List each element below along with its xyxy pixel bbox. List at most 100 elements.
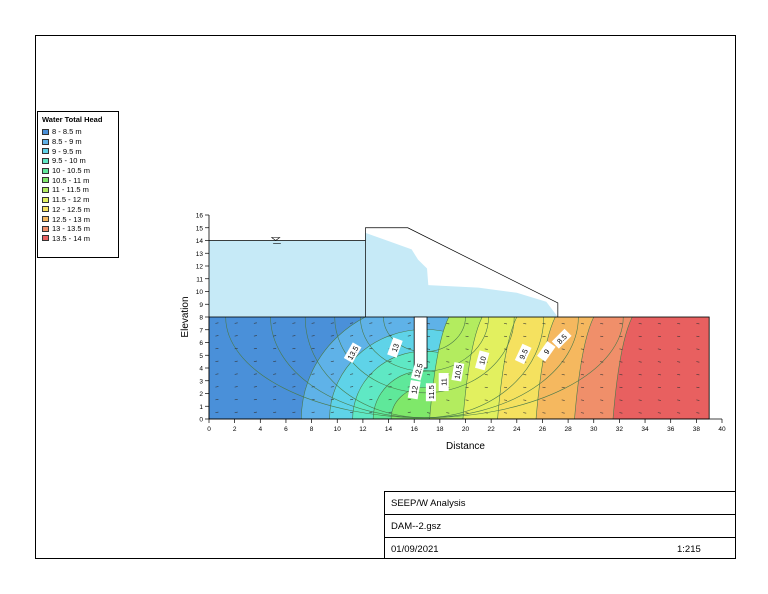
flow-line (360, 317, 489, 372)
velocity-vector (600, 374, 604, 376)
contour-label-bg (343, 342, 362, 363)
velocity-vector (330, 411, 334, 413)
y-tick-label: 7 (199, 327, 203, 334)
title-block: SEEP/W Analysis DAM--2.gsz 01/09/2021 1:… (384, 491, 736, 559)
velocity-vector (215, 398, 219, 401)
velocity-vector (253, 322, 257, 324)
title-block-analysis-row: SEEP/W Analysis (385, 492, 735, 514)
velocity-vector (580, 361, 584, 363)
x-tick-label: 38 (693, 426, 701, 433)
y-axis-label: Elevation (180, 296, 191, 337)
contour-label-text: 9 (542, 347, 552, 356)
velocity-vector (580, 399, 584, 401)
velocity-vector (234, 347, 238, 350)
x-tick-label: 4 (258, 426, 262, 433)
y-tick-label: 12 (196, 264, 204, 271)
velocity-vector (503, 386, 508, 389)
velocity-vector (234, 360, 238, 362)
legend-swatch (42, 167, 49, 174)
dam-outline (365, 227, 559, 317)
legend-label: 13 - 13.5 m (52, 224, 90, 234)
velocity-vector (273, 411, 277, 413)
x-tick-label: 12 (359, 426, 367, 433)
velocity-vector (311, 347, 315, 350)
velocity-vector (619, 323, 623, 325)
velocity-vector (234, 322, 238, 324)
velocity-vector (407, 411, 411, 413)
contour-label-bg (438, 373, 449, 392)
contour-label: 11.5 (425, 383, 436, 402)
velocity-vector (292, 322, 296, 324)
velocity-vector (465, 323, 469, 325)
legend-entry: 13.5 - 14 m (42, 234, 118, 244)
velocity-vector (484, 374, 488, 376)
velocity-vector (561, 323, 565, 325)
flow-line (225, 317, 624, 418)
velocity-vector (600, 335, 604, 338)
y-tick-label: 15 (196, 225, 204, 232)
x-tick-label: 40 (718, 426, 726, 433)
velocity-vector (253, 360, 257, 362)
velocity-vector (561, 348, 565, 350)
velocity-vector (407, 347, 411, 350)
legend-entry: 12 - 12.5 m (42, 205, 118, 215)
velocity-vector (369, 373, 373, 375)
velocity-vector (619, 374, 623, 376)
contour-label: 11 (438, 373, 449, 392)
velocity-vector (561, 361, 565, 363)
y-tick-label: 13 (196, 251, 204, 258)
velocity-vector (561, 386, 565, 389)
y-tick-label: 1 (199, 404, 203, 411)
velocity-vector (677, 361, 681, 363)
velocity-vector (465, 412, 469, 414)
y-tick-label: 14 (196, 238, 204, 245)
velocity-vector (600, 412, 604, 414)
velocity-vector (234, 386, 238, 388)
velocity-vector (446, 361, 450, 363)
contour-label-bg (537, 341, 556, 362)
velocity-vector (292, 386, 296, 388)
y-tick-label: 4 (199, 366, 203, 373)
velocity-vector (484, 386, 488, 389)
analysis-name: SEEP/W Analysis (391, 498, 466, 509)
head-band (612, 317, 710, 419)
velocity-vector (600, 361, 604, 363)
velocity-vector (234, 373, 238, 375)
velocity-vector (330, 322, 334, 324)
velocity-vector (215, 322, 219, 324)
velocity-vector (330, 398, 334, 401)
velocity-vector (503, 335, 508, 338)
legend-swatch (42, 138, 49, 145)
velocity-vector (273, 322, 277, 324)
legend-swatch (42, 196, 49, 203)
velocity-vector (696, 361, 700, 363)
file-name: DAM--2.gsz (391, 521, 442, 532)
velocity-vector (388, 322, 392, 324)
y-tick-label: 2 (199, 391, 203, 398)
scale: 1:215 (677, 544, 701, 555)
velocity-vector (542, 399, 546, 401)
legend-title: Water Total Head (42, 115, 103, 124)
velocity-vector (311, 386, 315, 388)
velocity-vector (561, 374, 565, 376)
contour-label: 13 (387, 337, 403, 358)
velocity-vector (638, 386, 642, 389)
velocity-vector (215, 347, 219, 350)
velocity-vector (696, 386, 700, 389)
velocity-vector (215, 386, 219, 388)
y-tick-label: 6 (199, 340, 203, 347)
x-tick-label: 14 (385, 426, 393, 433)
velocity-vector (311, 322, 315, 324)
velocity-vector (503, 348, 508, 350)
velocity-vector (311, 335, 315, 337)
velocity-vector (600, 348, 604, 350)
velocity-vector (426, 412, 431, 414)
legend-entry: 12.5 - 13 m (42, 214, 118, 224)
velocity-vector (311, 360, 315, 362)
velocity-vector (426, 361, 431, 363)
velocity-vector (215, 373, 219, 375)
x-tick-label: 22 (488, 426, 496, 433)
contour-label-text: 12 (410, 385, 420, 395)
